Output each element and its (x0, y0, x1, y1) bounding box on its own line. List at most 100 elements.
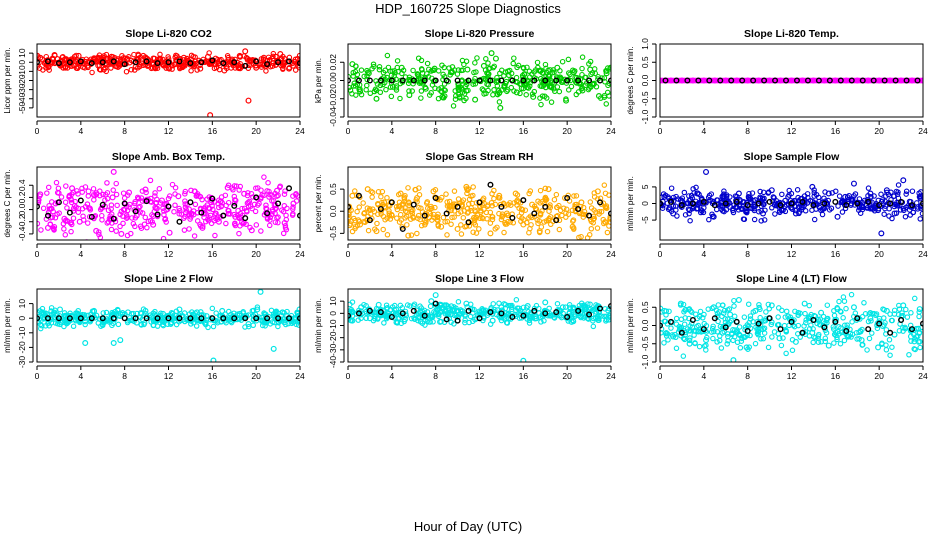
series-raw-point (781, 322, 788, 329)
series-raw-point (142, 186, 149, 193)
series-raw-point (821, 195, 827, 201)
series-raw-point (354, 208, 360, 215)
series-raw-point (440, 214, 447, 221)
x-tick-label: 4 (701, 249, 706, 259)
series-raw-point (372, 86, 379, 93)
series-mean-point (264, 315, 271, 322)
series-raw-point (680, 335, 687, 342)
series-raw-point (445, 305, 452, 312)
series-raw-point (893, 201, 900, 208)
series-raw-point (404, 222, 410, 228)
series-raw-point (462, 319, 468, 326)
series-raw-point (202, 204, 209, 210)
series-raw-point (188, 187, 194, 194)
series-raw-point (461, 97, 467, 104)
series-raw-point (476, 226, 482, 232)
series-raw-point (765, 344, 772, 351)
series-raw-point (661, 193, 668, 200)
series-raw-point (602, 190, 609, 197)
series-raw-point (891, 210, 898, 217)
series-raw-point (100, 191, 106, 198)
series-raw-point (152, 308, 158, 315)
series-raw-point (737, 332, 743, 339)
series-mean-point (242, 215, 249, 222)
series-raw-point (424, 60, 431, 67)
series-raw-point (377, 89, 384, 96)
series-mean-point (564, 313, 571, 320)
series-raw-point (471, 78, 477, 85)
series-raw-point (290, 200, 297, 207)
series-raw-point (856, 196, 863, 202)
series-raw-point (524, 303, 531, 310)
series-raw-point (132, 199, 138, 205)
series-raw-point (522, 207, 529, 213)
series-raw-point (105, 207, 112, 214)
series-raw-point (745, 301, 752, 307)
series-raw-point (470, 229, 476, 235)
series-mean-point (520, 312, 527, 319)
series-raw-point (65, 318, 72, 325)
series-mean-point (706, 77, 713, 84)
series-raw-point (757, 314, 763, 321)
series-raw-point (502, 301, 509, 308)
series-raw-point (721, 307, 728, 314)
series-raw-point (788, 77, 795, 84)
series-raw-point (147, 177, 154, 184)
series-raw-point (889, 215, 895, 222)
series-mean-point (728, 77, 735, 84)
series-mean-point (898, 198, 905, 205)
series-raw-point (430, 211, 437, 218)
series-raw-point (434, 214, 441, 221)
series-raw-point (135, 58, 142, 65)
panel-ylabel: ml/min per min. (3, 298, 12, 353)
series-raw-point (667, 77, 674, 84)
series-raw-point (236, 310, 243, 317)
series-raw-point (709, 325, 716, 332)
series-raw-point (485, 60, 491, 66)
series-raw-point (733, 77, 740, 84)
series-raw-point (113, 180, 119, 187)
series-raw-point (718, 345, 725, 351)
series-mean-point (220, 315, 227, 322)
series-raw-point (52, 200, 59, 207)
series-raw-point (794, 187, 801, 193)
series-raw-point (188, 318, 194, 324)
series-raw-point (813, 191, 820, 198)
series-mean-point (608, 77, 611, 84)
series-raw-point (463, 300, 470, 307)
series-raw-point (127, 201, 133, 208)
series-raw-point (357, 88, 364, 95)
series-mean-point (88, 315, 95, 322)
series-raw-point (453, 312, 460, 319)
series-raw-point (120, 213, 126, 219)
x-tick-label: 16 (831, 126, 841, 136)
series-raw-point (731, 297, 737, 304)
series-mean-point (88, 213, 95, 220)
series-raw-point (110, 168, 117, 175)
series-raw-point (499, 213, 506, 219)
series-raw-point (818, 207, 825, 214)
y-tick-label: 0.4 (17, 179, 27, 191)
series-raw-point (188, 211, 195, 217)
series-raw-point (62, 232, 69, 238)
series-mean-point (110, 215, 117, 222)
series-raw-point (44, 224, 51, 231)
series-raw-point (384, 52, 391, 59)
series-raw-point (227, 318, 234, 325)
series-mean-point (88, 60, 95, 67)
series-raw-point (474, 55, 480, 61)
series-raw-point (397, 95, 403, 102)
series-raw-point (63, 217, 69, 223)
series-mean-point (165, 203, 172, 210)
series-raw-point (48, 308, 54, 314)
series-mean-point (542, 310, 549, 317)
series-raw-point (573, 193, 580, 199)
series-mean-point (121, 200, 128, 207)
series-mean-point (804, 77, 811, 84)
series-raw-point (416, 185, 422, 191)
series-raw-point (810, 339, 816, 346)
series-raw-point (361, 210, 367, 217)
series-mean-point (564, 77, 571, 84)
series-raw-point (435, 217, 441, 224)
series-raw-point (825, 342, 832, 349)
